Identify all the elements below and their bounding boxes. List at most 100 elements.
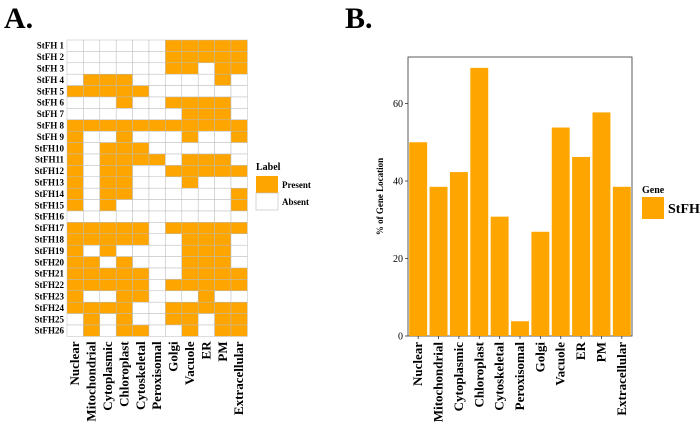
heatmap-cell <box>148 244 166 257</box>
bar <box>409 142 428 336</box>
heatmap-cell <box>132 73 150 86</box>
heatmap-cell <box>132 130 150 143</box>
heatmap-cell <box>99 165 117 178</box>
heatmap-cell <box>99 233 117 246</box>
heatmap-cell <box>181 267 199 280</box>
heatmap-cell <box>230 51 248 64</box>
heatmap-cell <box>99 267 117 280</box>
heatmap-row-label: StFH13 <box>34 178 64 188</box>
heatmap-row-label: StFH18 <box>34 235 64 245</box>
heatmap-cell <box>66 130 84 143</box>
heatmap-cell <box>214 210 232 223</box>
heatmap-cell <box>230 96 248 109</box>
bar <box>531 231 550 336</box>
heatmap-cell <box>148 313 166 326</box>
heatmap-cell <box>181 130 199 143</box>
heatmap-cell <box>214 244 232 257</box>
heatmap-cell <box>197 176 215 189</box>
heatmap-cell <box>165 153 183 166</box>
heatmap-cell <box>83 267 101 280</box>
heatmap-cell <box>165 85 183 98</box>
heatmap-cell <box>66 165 84 178</box>
heatmap-cell <box>214 108 232 121</box>
heatmap-cell <box>230 130 248 143</box>
heatmap-cell <box>214 199 232 212</box>
heatmap-cell <box>230 187 248 200</box>
heatmap-cell <box>181 176 199 189</box>
heatmap-cell <box>66 301 84 314</box>
heatmap-cell <box>197 51 215 64</box>
heatmap-cell <box>181 256 199 269</box>
heatmap-cell <box>148 73 166 86</box>
heatmap-cell <box>132 142 150 155</box>
heatmap-cell <box>181 73 199 86</box>
heatmap-cell <box>66 142 84 155</box>
heatmap-cell <box>132 301 150 314</box>
heatmap-cell <box>83 199 101 212</box>
heatmap-cell <box>83 119 101 132</box>
heatmap-cell <box>214 222 232 235</box>
heatmap-cell <box>115 142 133 155</box>
heatmap-cell <box>181 108 199 121</box>
heatmap-cell <box>165 222 183 235</box>
heatmap-cell <box>83 96 101 109</box>
heatmap-cell <box>99 119 117 132</box>
heatmap-cell <box>99 187 117 200</box>
heatmap-cell <box>197 85 215 98</box>
heatmap-cell <box>115 62 133 75</box>
heatmap-cell <box>214 130 232 143</box>
heatmap-cell <box>197 73 215 86</box>
heatmap-cell <box>99 130 117 143</box>
heatmap-cell <box>99 279 117 292</box>
heatmap-cell <box>132 153 150 166</box>
panel-a-label: A. <box>4 2 33 35</box>
heatmap-cell <box>83 256 101 269</box>
x-tick-label: Peroxisomal <box>512 342 527 411</box>
heatmap-row-label: StFH12 <box>34 166 64 176</box>
bar <box>511 321 529 336</box>
x-tick-label: Nuclear <box>410 342 425 386</box>
heatmap-column-label: Vacuole <box>182 341 197 385</box>
heatmap-row-label: StFH20 <box>34 257 64 267</box>
x-tick-label: Mitochondrial <box>431 342 446 423</box>
heatmap-cell <box>115 301 133 314</box>
x-tick-label: Vacuole <box>553 342 568 386</box>
heatmap-cell <box>165 233 183 246</box>
heatmap-row-label: StFH 1 <box>37 41 65 51</box>
heatmap-cell <box>197 301 215 314</box>
heatmap-cell <box>181 51 199 64</box>
heatmap-cell <box>115 130 133 143</box>
heatmap-cell <box>214 96 232 109</box>
x-tick-label: Extracellular <box>614 342 629 416</box>
heatmap-cell <box>83 324 101 337</box>
heatmap-cell <box>181 85 199 98</box>
heatmap-cell <box>99 96 117 109</box>
bar <box>551 127 570 336</box>
legend-swatch-stfh <box>642 197 664 219</box>
heatmap-cell <box>230 142 248 155</box>
heatmap-cell <box>115 199 133 212</box>
heatmap-column-label: Extracellular <box>231 341 246 415</box>
heatmap-row-label: StFH16 <box>34 212 64 222</box>
heatmap-cell <box>132 279 150 292</box>
heatmap-row-label: StFH25 <box>34 314 64 324</box>
heatmap-cell <box>148 130 166 143</box>
heatmap-row-label: StFH 9 <box>37 132 65 142</box>
heatmap-cell <box>66 39 84 52</box>
heatmap-cell <box>214 119 232 132</box>
heatmap-cell <box>83 165 101 178</box>
heatmap-cell <box>99 153 117 166</box>
heatmap-cell <box>83 85 101 98</box>
heatmap-cell <box>99 176 117 189</box>
heatmap-cell <box>115 187 133 200</box>
heatmap-cell <box>66 108 84 121</box>
heatmap-cell <box>83 51 101 64</box>
heatmap-cell <box>99 73 117 86</box>
heatmap-cell <box>148 108 166 121</box>
heatmap-cell <box>214 301 232 314</box>
heatmap-cell <box>214 51 232 64</box>
heatmap-cell <box>230 210 248 223</box>
legend-swatch-absent <box>255 192 279 211</box>
heatmap-cell <box>197 244 215 257</box>
heatmap-cell <box>115 313 133 326</box>
